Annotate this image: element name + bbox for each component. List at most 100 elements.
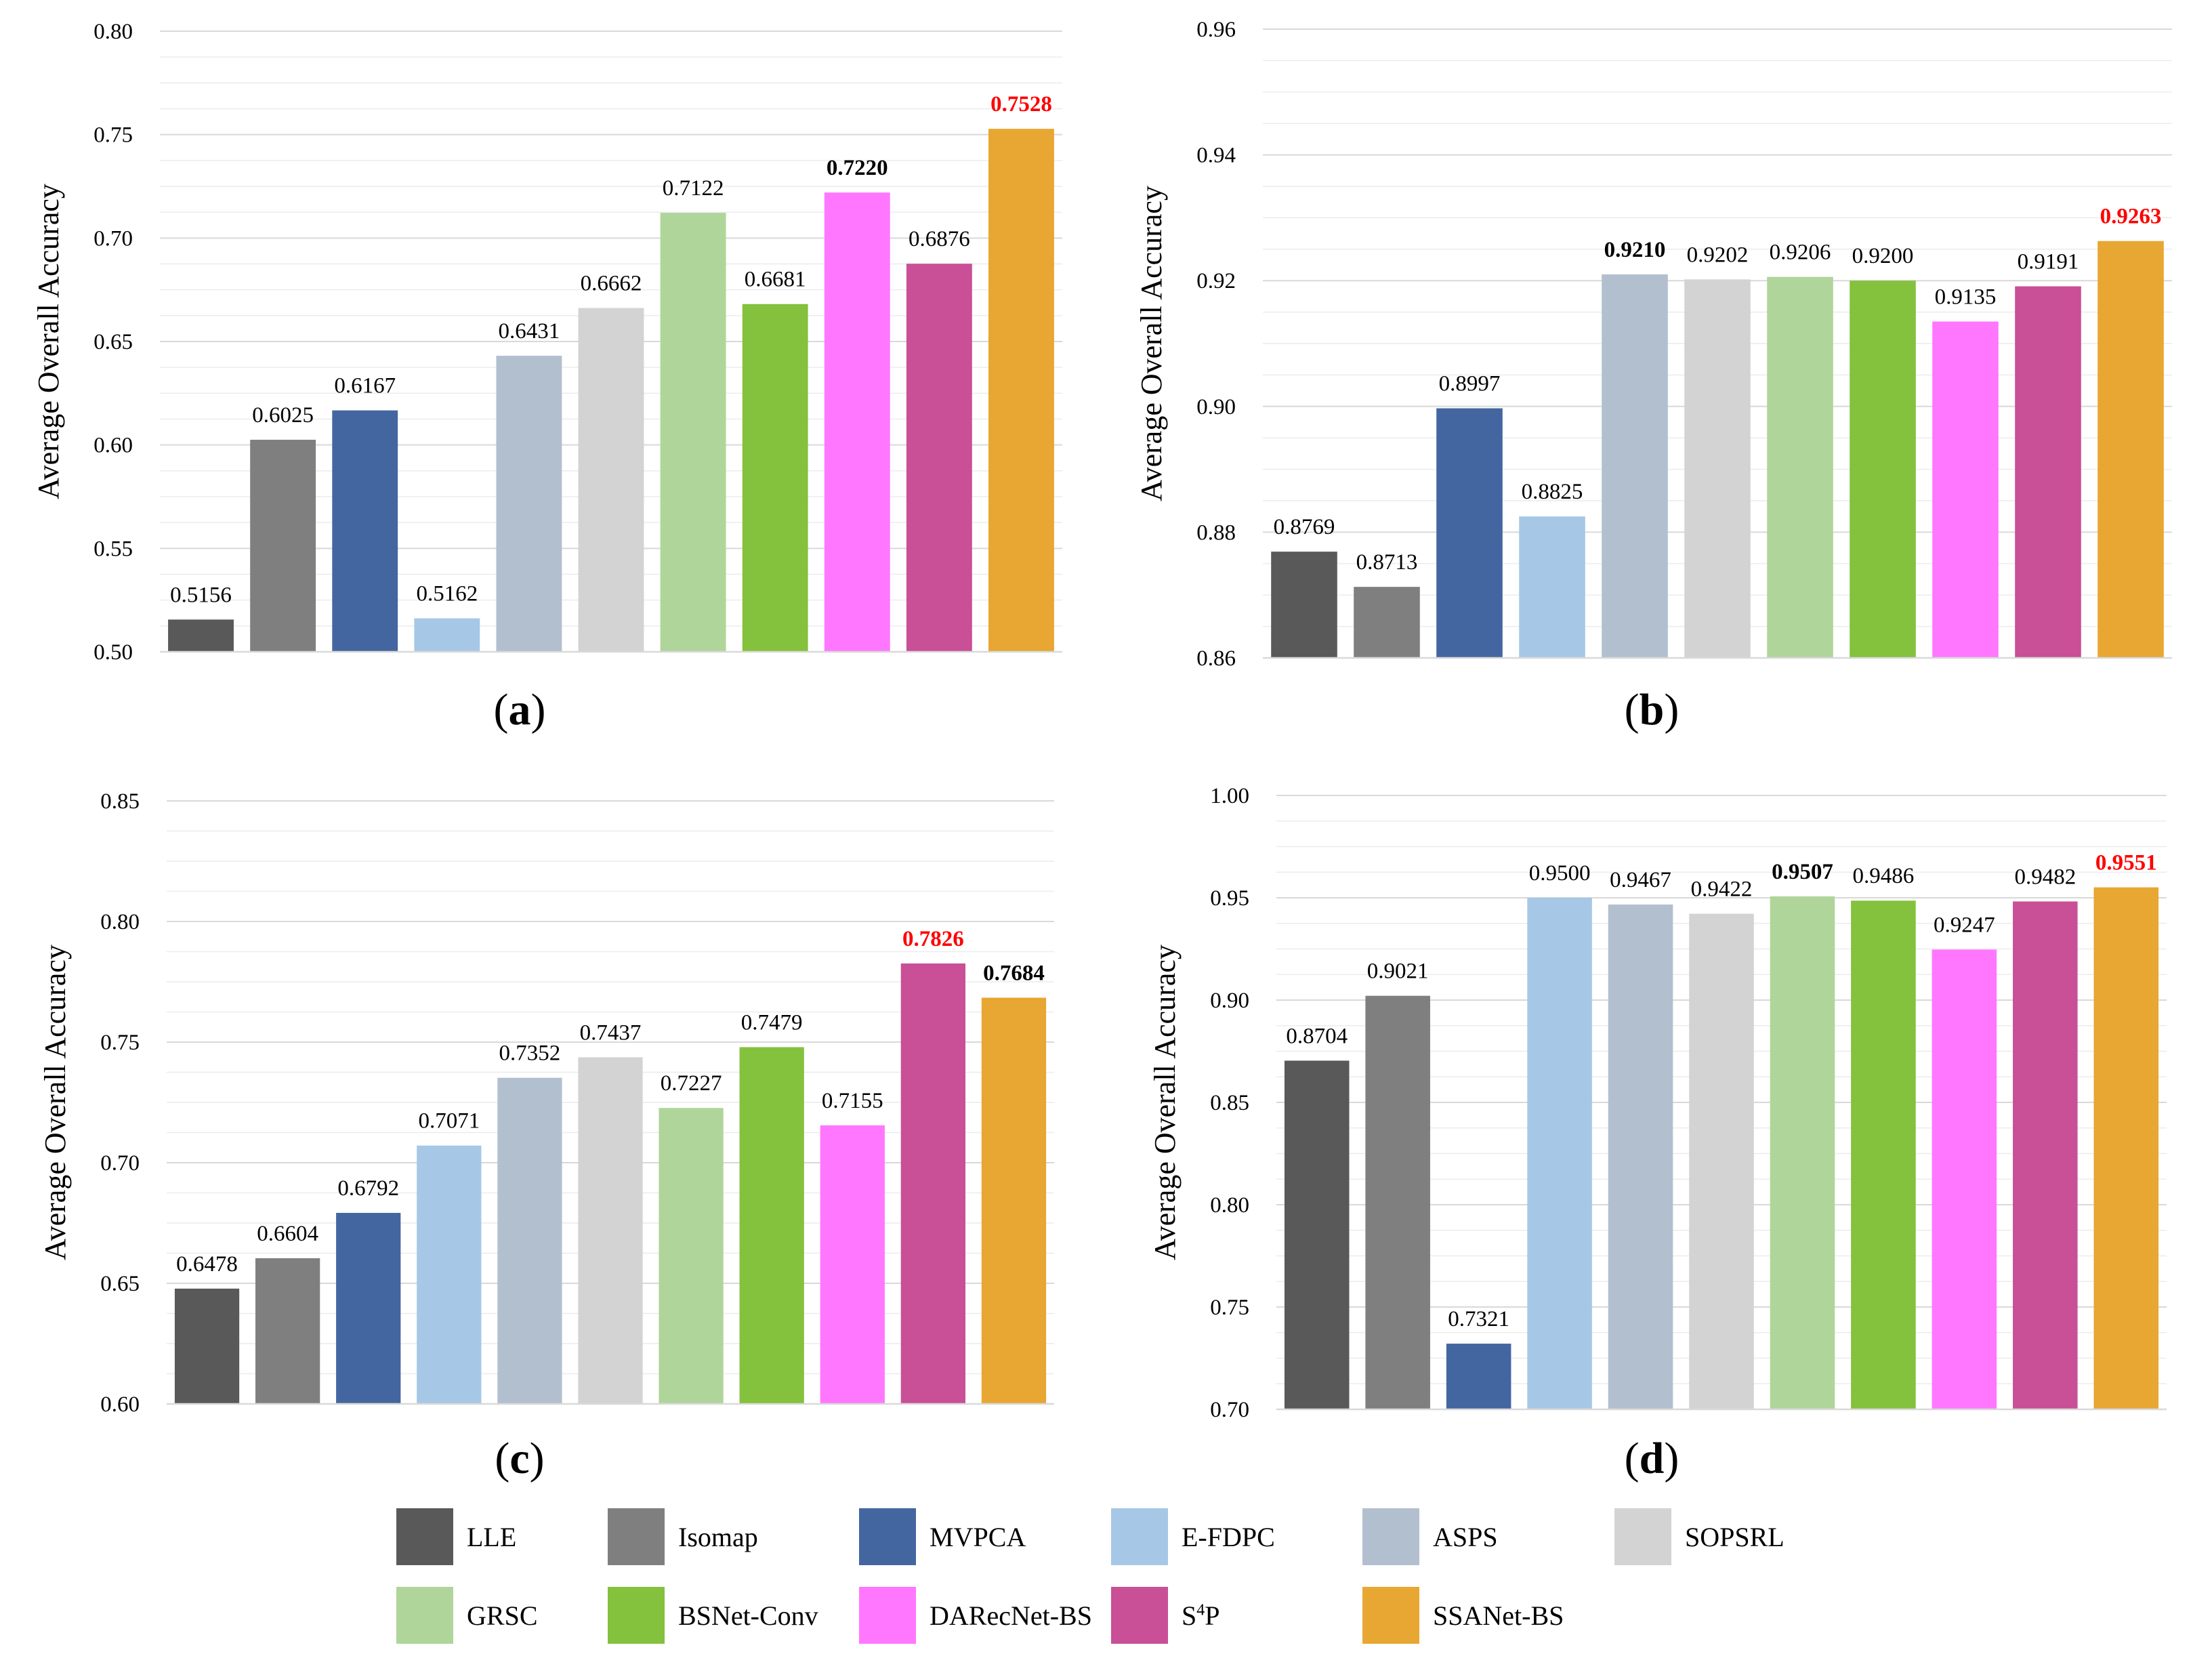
bar-e-fdpc — [417, 1145, 482, 1404]
legend-swatch-asps — [1362, 1508, 1419, 1565]
bar-ssanet-bs — [2098, 241, 2164, 659]
chart-panel-c: 0.60 0.65 0.70 0.75 0.80 0.85 Average Overall … — [39, 789, 1054, 1417]
legend-swatch-darecnet-bs — [859, 1587, 916, 1644]
bar-mvpca — [1436, 408, 1503, 658]
legend-item-mvpca: MVPCA — [859, 1508, 1026, 1565]
bar-value-label: 0.6681 — [745, 268, 806, 292]
legend-item-darecnet-bs: DARecNet-BS — [859, 1587, 1092, 1644]
bar-value-label: 0.7155 — [822, 1089, 883, 1113]
bar-asps — [1608, 904, 1673, 1409]
bar-value-label: 0.9021 — [1367, 959, 1429, 984]
legend-swatch-sopsrl — [1614, 1508, 1671, 1565]
legend-swatch-bsnet-conv — [608, 1587, 665, 1644]
legend-item-asps: ASPS — [1362, 1508, 1498, 1565]
bar-grsc — [659, 1108, 724, 1404]
bar-value-label: 0.7826 — [902, 927, 964, 951]
bar-value-label: 0.7352 — [499, 1041, 561, 1066]
y-tick-label: 0.80 — [93, 20, 133, 44]
y-tick-label: 0.70 — [100, 1151, 140, 1176]
chart-panel-b: 0.86 0.88 0.90 0.92 0.94 0.96 Average Overall … — [1135, 18, 2172, 671]
y-tick-label: 0.85 — [100, 789, 140, 814]
legend-swatch-s4p — [1111, 1587, 1168, 1644]
y-axis-label: Average Overall Accuracy — [1148, 945, 1182, 1260]
chart-panel-a: 0.50 0.55 0.60 0.65 0.70 0.75 0.80 Average Over… — [32, 20, 1062, 665]
bar-darecnet-bs — [1932, 949, 1997, 1409]
y-tick-label: 0.70 — [93, 226, 133, 251]
bar-asps — [496, 356, 562, 652]
bar-value-label: 0.6431 — [499, 319, 560, 344]
legend-label-isomap: Isomap — [678, 1521, 758, 1552]
y-tick-label: 0.50 — [93, 640, 133, 665]
bar-sopsrl — [578, 1057, 643, 1404]
legend-swatch-grsc — [396, 1587, 453, 1644]
legend-item-grsc: GRSC — [396, 1587, 538, 1644]
legend-item-bsnet-conv: BSNet-Conv — [608, 1587, 818, 1644]
bar-value-label: 0.7220 — [827, 156, 888, 180]
y-tick-label: 1.00 — [1210, 784, 1249, 808]
y-tick-label: 0.60 — [93, 434, 133, 458]
bar-value-label: 0.6662 — [581, 272, 642, 296]
bar-value-label: 0.9551 — [2095, 851, 2157, 875]
legend-label-s4p: S4P — [1182, 1600, 1220, 1631]
y-tick-label: 0.60 — [100, 1392, 140, 1417]
bar-value-label: 0.7437 — [580, 1020, 642, 1045]
bar-asps — [1602, 274, 1668, 658]
bar-ssanet-bs — [981, 997, 1047, 1404]
bar-value-label: 0.6025 — [252, 403, 314, 428]
legend-item-lle: LLE — [396, 1508, 516, 1565]
panel-label-b: (b) — [1624, 685, 1679, 734]
bar-mvpca — [336, 1213, 401, 1404]
bar-sopsrl — [1689, 913, 1754, 1409]
bar-value-label: 0.9135 — [1935, 285, 1997, 310]
bar-value-label: 0.9200 — [1852, 244, 1914, 268]
bar-lle — [168, 619, 234, 652]
bar-value-label: 0.9263 — [2100, 205, 2162, 229]
y-tick-label: 0.80 — [100, 910, 140, 934]
legend-label-ssanet-bs: SSANet-BS — [1433, 1600, 1564, 1631]
bar-mvpca — [1446, 1344, 1511, 1409]
legend-item-efdpc: E-FDPC — [1111, 1508, 1275, 1565]
bar-value-label: 0.7071 — [418, 1109, 480, 1134]
y-tick-label: 0.90 — [1196, 395, 1236, 419]
legend-item-isomap: Isomap — [608, 1508, 758, 1565]
y-tick-label: 0.96 — [1196, 18, 1236, 42]
bar-value-label: 0.6792 — [337, 1176, 399, 1201]
bar-ssanet-bs — [988, 129, 1054, 652]
legend-label-mvpca: MVPCA — [930, 1521, 1026, 1552]
legend-swatch-ssanet-bs — [1362, 1587, 1419, 1644]
bar-value-label: 0.9486 — [1853, 864, 1915, 888]
legend-swatch-mvpca — [859, 1508, 916, 1565]
bar-grsc — [1767, 276, 1833, 659]
y-tick-label: 0.85 — [1210, 1091, 1249, 1115]
bar-e-fdpc — [414, 618, 480, 652]
bar-bsnet-conv — [1851, 900, 1916, 1409]
bar-value-label: 0.7684 — [983, 961, 1045, 985]
bar-isomap — [250, 440, 316, 652]
legend-label-sopsrl: SOPSRL — [1685, 1521, 1785, 1552]
panel-label-d: (d) — [1624, 1434, 1679, 1483]
bar-value-label: 0.8713 — [1356, 550, 1418, 575]
legend-swatch-isomap — [608, 1508, 665, 1565]
bar-value-label: 0.9206 — [1770, 241, 1831, 265]
y-tick-label: 0.75 — [1210, 1296, 1249, 1320]
bar-value-label: 0.8769 — [1274, 515, 1335, 539]
bar-lle — [174, 1288, 240, 1404]
legend-label-darecnet-bs: DARecNet-BS — [930, 1600, 1092, 1631]
legend-item-ssanet-bs: SSANet-BS — [1362, 1587, 1564, 1644]
bar-isomap — [255, 1258, 320, 1404]
y-axis-label: Average Overall Accuracy — [32, 184, 65, 499]
bar-value-label: 0.9202 — [1687, 243, 1749, 267]
bar-value-label: 0.9210 — [1604, 238, 1666, 262]
y-tick-label: 0.65 — [100, 1272, 140, 1296]
legend-label-lle: LLE — [467, 1521, 517, 1552]
bar-value-label: 0.5156 — [170, 583, 232, 607]
y-tick-label: 0.80 — [1210, 1193, 1249, 1218]
bar-darecnet-bs — [1932, 321, 1999, 658]
bar-value-label: 0.7528 — [990, 92, 1052, 117]
bar-grsc — [1770, 896, 1835, 1409]
bar-value-label: 0.9467 — [1610, 868, 1671, 892]
bar-value-label: 0.7479 — [741, 1010, 803, 1035]
bar-value-label: 0.7227 — [661, 1071, 722, 1096]
bar-lle — [1284, 1060, 1350, 1409]
bar-value-label: 0.8997 — [1439, 372, 1501, 396]
